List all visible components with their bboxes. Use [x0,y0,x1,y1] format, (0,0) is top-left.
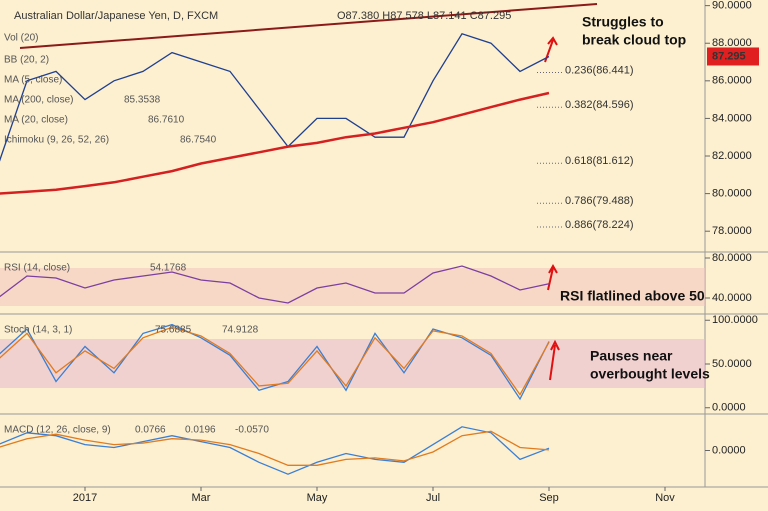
stoch-band [0,339,705,388]
indicator-value: 0.0766 [135,425,166,436]
x-tick-label: 2017 [73,492,97,504]
annotation: Struggles to [582,14,664,30]
y-tick-label: 50.0000 [712,358,752,370]
price-label: 87.295 [712,50,746,62]
trend-line [19,3,598,49]
x-tick-label: Mar [192,492,211,504]
fib-label: 0.786(79.488) [565,195,634,207]
indicator-value: 74.9128 [222,325,259,336]
indicator-value: 0.0196 [185,425,216,436]
fib-label: 0.236(86.441) [565,64,634,76]
indicator-label: MACD (12, 26, close, 9) [4,425,111,436]
indicator-label: 86.7540 [180,135,217,146]
rsi-band [0,268,705,306]
indicator-label: Ichimoku (9, 26, 52, 26) [4,135,109,146]
arrow [549,339,560,381]
indicator-label: Stoch (14, 3, 1) [4,325,72,336]
y-tick-label: 80.0000 [712,252,752,264]
x-tick-label: Jul [426,492,440,504]
y-tick-label: 40.0000 [712,292,752,304]
indicator-value: 75.6885 [155,325,192,336]
y-tick-label: 0.0000 [712,444,746,456]
y-tick-label: 0.0000 [712,402,746,414]
ohlc: O87.380 H87.578 L87.141 C87.295 [337,10,511,22]
x-tick-label: Sep [539,492,559,504]
y-tick-label: 84.0000 [712,112,752,124]
x-tick-label: Nov [655,492,675,504]
arrow [547,263,558,291]
series-line [0,323,550,401]
indicator-label: Vol (20) [4,33,38,44]
y-tick-label: 78.0000 [712,225,752,237]
y-tick-label: 90.0000 [712,0,752,12]
y-tick-label: 100.0000 [712,314,758,326]
x-tick-label: May [307,492,328,504]
annotation: break cloud top [582,32,686,48]
fib-label: 0.886(78.224) [565,219,634,231]
indicator-value: -0.0570 [235,425,269,436]
series-line [0,326,550,396]
series-line [0,426,550,475]
y-tick-label: 86.0000 [712,75,752,87]
annotation: overbought levels [590,366,710,382]
y-tick-label: 88.0000 [712,37,752,49]
fib-label: 0.382(84.596) [565,99,634,111]
series-line [0,265,550,304]
series-line [0,430,550,466]
y-tick-label: 80.0000 [712,188,752,200]
indicator-label: 85.3538 [124,95,161,106]
indicator-label: BB (20, 2) [4,55,49,66]
indicator-label: MA (5, close) [4,75,62,86]
indicator-label: MA (20, close) [4,115,68,126]
fib-label: 0.618(81.612) [565,155,634,167]
price-box [707,47,759,66]
annotation: RSI flatlined above 50 [560,288,705,304]
series-line [0,91,550,195]
chart-title: Australian Dollar/Japanese Yen, D, FXCM [14,10,218,22]
indicator-label: 86.7610 [148,115,185,126]
indicator-label: RSI (14, close) [4,263,70,274]
indicator-value: 54.1768 [150,263,187,274]
y-tick-label: 82.0000 [712,150,752,162]
annotation: Pauses near [590,348,673,364]
series-line [0,33,550,162]
indicator-label: MA (200, close) [4,95,73,106]
